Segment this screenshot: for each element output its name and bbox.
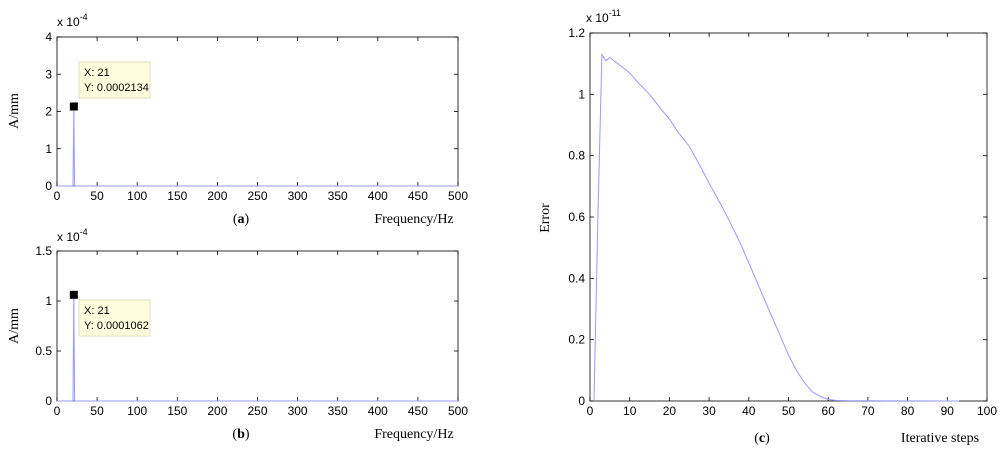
y-tick-label: 1 [45,142,52,156]
y-tick-label: 2 [45,105,52,119]
y-tick-label: 0 [45,179,52,193]
datatip-box [78,61,151,99]
chart-panel-c: 0 10 20 30 40 50 60 70 80 90 100 0 0.2 0.4 0.6 0.8 1 1.2x… [538,8,997,446]
datatip-marker [69,102,78,111]
x-tick-label: 200 [207,189,227,203]
x-tick-label: 450 [408,404,428,418]
y-tick-label: 0.6 [568,210,585,224]
x-tick-label: 250 [247,189,267,203]
x-tick-label: 60 [822,404,836,418]
x-tick-label: 50 [782,404,796,418]
y-axis-label: A/mm [7,93,22,129]
x-tick-label: 50 [90,189,104,203]
x-tick-label: 50 [90,404,104,418]
x-tick-label: 250 [247,404,267,418]
y-tick-label: 0 [578,394,585,408]
x-tick-label: 500 [448,189,468,203]
x-tick-label: 100 [977,404,997,418]
y-tick-label: 0.5 [35,344,52,358]
x-tick-label: 350 [328,189,348,203]
x-tick-label: 100 [127,404,147,418]
datatip-box [78,299,151,337]
y-axis-label: A/mm [7,308,22,344]
y-axis-label: Error [538,203,553,233]
x-axis-label: Iterative steps [901,431,979,446]
panel-label: (b) [232,427,249,442]
y-multiplier: x 10-4 [57,227,88,244]
x-tick-label: 20 [663,404,677,418]
x-tick-label: 10 [623,404,637,418]
x-tick-label: 500 [448,404,468,418]
x-tick-label: 300 [288,189,308,203]
y-tick-label: 1.5 [35,244,52,258]
y-tick-label: 0 [45,394,52,408]
datatip-x-label: X: 21 [84,67,110,79]
x-tick-label: 400 [368,404,388,418]
y-multiplier: x 10-4 [57,12,88,29]
x-tick-label: 80 [901,404,915,418]
series-line [593,52,960,402]
y-tick-label: 3 [45,67,52,81]
x-tick-label: 100 [127,189,147,203]
datatip-y-label: Y: 0.0002134 [84,82,149,94]
x-tick-label: 30 [702,404,716,418]
plot-area [56,36,459,187]
x-axis-label: Frequency/Hz [374,212,453,227]
y-tick-label: 0.2 [568,333,585,347]
y-multiplier-exponent: -4 [80,227,88,237]
x-tick-label: 200 [207,404,227,418]
y-tick-label: 1 [578,87,585,101]
y-multiplier-exponent: -4 [80,12,88,22]
y-tick-label: 1.2 [568,26,585,40]
y-tick-label: 0.4 [568,271,585,285]
chart-panel-b: 0 50 100 150 200 250 300 350 400 450 500 0 0.5 1 1.5 x … [7,227,468,442]
datatip-y-label: Y: 0.0001062 [84,320,149,332]
y-tick-label: 4 [45,30,52,44]
x-tick-label: 300 [288,404,308,418]
x-tick-label: 150 [167,404,187,418]
x-tick-label: 0 [54,404,61,418]
y-multiplier-exponent: -11 [609,8,621,18]
x-tick-label: 0 [587,404,594,418]
x-axis-label: Frequency/Hz [374,427,453,442]
x-tick-label: 0 [54,189,61,203]
y-multiplier: x 10-11 [586,8,621,25]
x-tick-label: 400 [368,189,388,203]
x-tick-label: 90 [941,404,955,418]
x-tick-label: 450 [408,189,428,203]
x-tick-label: 150 [167,189,187,203]
y-tick-label: 1 [45,294,52,308]
datatip-x-label: X: 21 [84,305,110,317]
x-tick-label: 350 [328,404,348,418]
plot-area [589,32,988,402]
panel-label: (a) [233,212,250,227]
x-tick-label: 40 [742,404,756,418]
chart-panel-a: 0 50 100 150 200 250 300 350 400 450 500 0 1 2 3 4 x 10-… [7,12,468,227]
panel-label: (c) [754,431,770,446]
x-tick-label: 70 [861,404,875,418]
y-tick-label: 0.8 [568,149,585,163]
datatip-marker [69,290,78,299]
